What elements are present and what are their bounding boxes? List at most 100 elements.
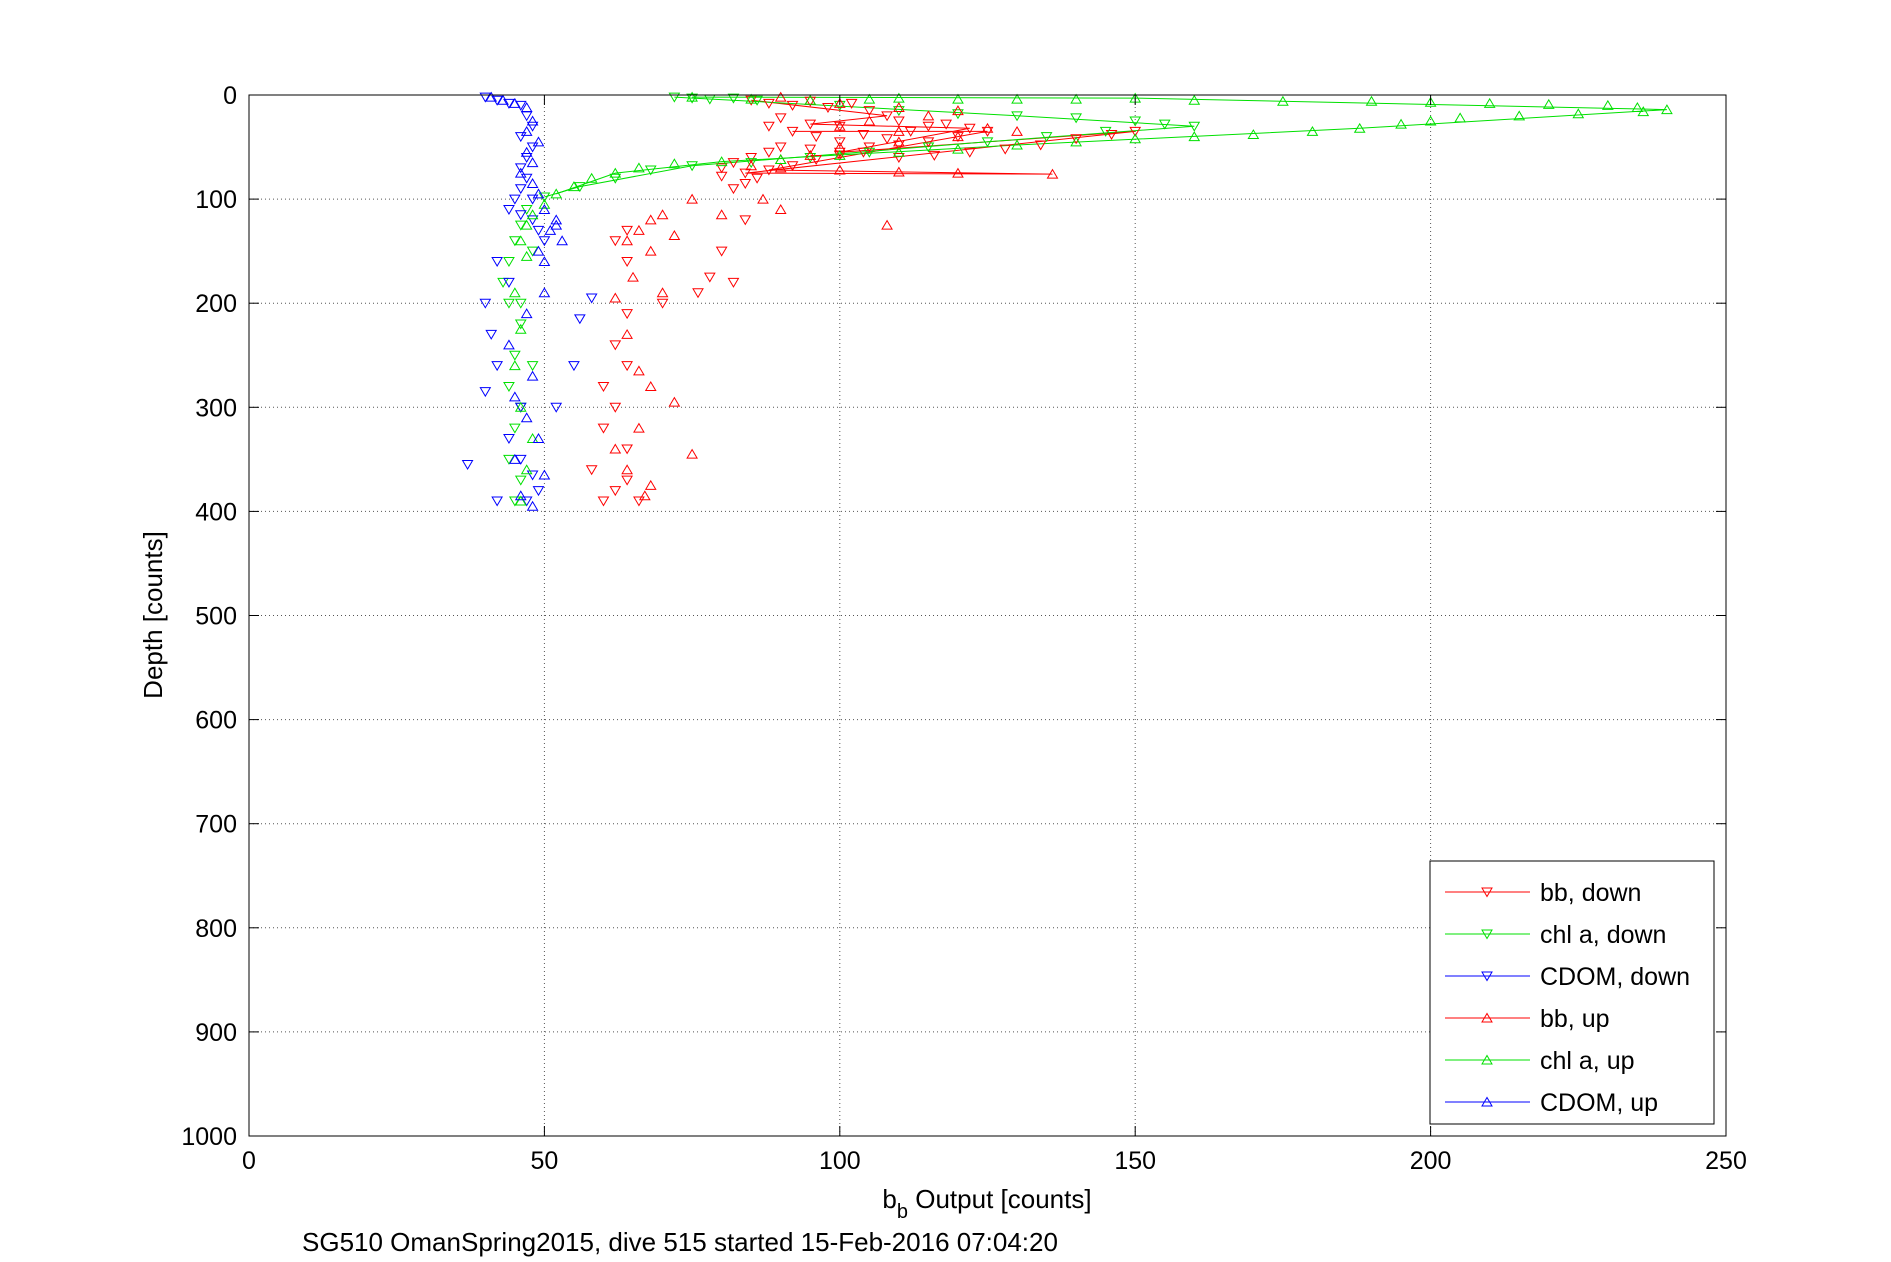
data-point bbox=[609, 486, 622, 497]
data-point bbox=[644, 479, 657, 490]
data-point bbox=[940, 119, 953, 130]
data-point bbox=[520, 152, 533, 163]
data-point bbox=[774, 204, 787, 215]
data-point bbox=[485, 329, 498, 340]
legend-label: CDOM, up bbox=[1540, 1089, 1658, 1117]
x-axis-label-rest: Output [counts] bbox=[908, 1184, 1092, 1214]
data-point bbox=[609, 236, 622, 247]
legend-marker bbox=[1481, 1096, 1493, 1107]
data-point bbox=[491, 496, 504, 507]
data-point bbox=[804, 144, 817, 155]
y-tick-label: 900 bbox=[195, 1019, 237, 1047]
data-point bbox=[952, 131, 964, 142]
data-point bbox=[633, 224, 645, 235]
data-point bbox=[952, 167, 964, 178]
data-point bbox=[1353, 122, 1366, 133]
data-point bbox=[715, 209, 728, 220]
data-point bbox=[763, 147, 775, 158]
data-point bbox=[1129, 116, 1142, 127]
data-point bbox=[585, 293, 598, 304]
data-point bbox=[597, 496, 610, 507]
x-tick-label: 50 bbox=[530, 1147, 558, 1175]
data-point bbox=[804, 94, 817, 105]
data-point bbox=[833, 120, 846, 131]
data-point bbox=[508, 97, 521, 108]
data-point bbox=[520, 219, 533, 230]
data-point bbox=[1277, 95, 1289, 106]
data-point bbox=[526, 157, 539, 168]
data-point bbox=[526, 470, 539, 481]
data-point bbox=[656, 287, 669, 298]
y-tick-label: 100 bbox=[195, 186, 237, 214]
data-point bbox=[1601, 99, 1614, 110]
data-point bbox=[745, 152, 758, 163]
data-point bbox=[609, 292, 622, 303]
data-point bbox=[715, 163, 728, 174]
data-point bbox=[1306, 125, 1319, 136]
data-point bbox=[1424, 96, 1437, 107]
legend-label: bb, up bbox=[1540, 1005, 1610, 1033]
data-point bbox=[568, 361, 580, 372]
data-point bbox=[526, 194, 539, 205]
data-point bbox=[550, 214, 563, 225]
data-point bbox=[1070, 134, 1082, 145]
data-point bbox=[774, 162, 787, 173]
data-point bbox=[538, 469, 551, 480]
data-point bbox=[621, 361, 633, 372]
data-point bbox=[503, 98, 515, 109]
data-point bbox=[863, 115, 876, 126]
data-point bbox=[633, 496, 645, 507]
data-point bbox=[520, 464, 533, 475]
data-point bbox=[981, 122, 994, 133]
data-point bbox=[1188, 94, 1201, 105]
data-point bbox=[1105, 130, 1118, 141]
data-point bbox=[893, 136, 905, 147]
data-point bbox=[550, 188, 563, 199]
data-point bbox=[692, 288, 704, 299]
data-point bbox=[1637, 106, 1650, 117]
data-point bbox=[573, 182, 586, 193]
data-point bbox=[585, 465, 598, 476]
data-point bbox=[520, 102, 533, 112]
data-point bbox=[922, 121, 935, 132]
data-point bbox=[532, 136, 545, 147]
y-tick-label: 600 bbox=[195, 707, 237, 735]
data-point bbox=[863, 142, 876, 153]
legend-marker bbox=[1481, 1012, 1493, 1023]
data-point bbox=[668, 230, 681, 241]
data-point bbox=[609, 443, 622, 454]
data-point bbox=[514, 401, 527, 412]
data-point bbox=[621, 464, 633, 475]
data-point bbox=[621, 235, 633, 246]
data-point bbox=[881, 219, 893, 230]
data-point bbox=[1513, 110, 1526, 121]
data-point bbox=[520, 412, 533, 423]
data-point bbox=[804, 149, 817, 160]
y-tick-label: 700 bbox=[195, 811, 237, 839]
data-point bbox=[532, 245, 545, 256]
data-point bbox=[503, 205, 515, 215]
data-point bbox=[514, 475, 527, 486]
data-point bbox=[1011, 111, 1023, 122]
data-point bbox=[514, 163, 527, 174]
data-point bbox=[893, 166, 905, 177]
y-tick-label: 500 bbox=[195, 603, 237, 631]
data-point bbox=[1247, 129, 1260, 140]
data-point bbox=[526, 115, 539, 126]
data-point bbox=[485, 91, 498, 102]
x-tick-label: 150 bbox=[1114, 1147, 1156, 1175]
data-point bbox=[893, 106, 905, 117]
legend-marker bbox=[1481, 887, 1493, 898]
data-point bbox=[857, 130, 870, 141]
axis-ticks: 0 50 100 150 200 250 0 100 200 300 400 500 600 700 800… bbox=[181, 82, 1746, 1175]
data-point bbox=[461, 460, 474, 471]
data-point bbox=[609, 167, 622, 178]
data-point bbox=[1129, 133, 1142, 144]
data-point bbox=[881, 134, 893, 145]
data-point bbox=[1454, 112, 1467, 123]
data-point bbox=[686, 93, 698, 104]
data-point bbox=[503, 381, 515, 392]
x-axis-label-main: b bbox=[882, 1184, 896, 1214]
data-point bbox=[739, 178, 752, 189]
data-point bbox=[514, 454, 527, 465]
